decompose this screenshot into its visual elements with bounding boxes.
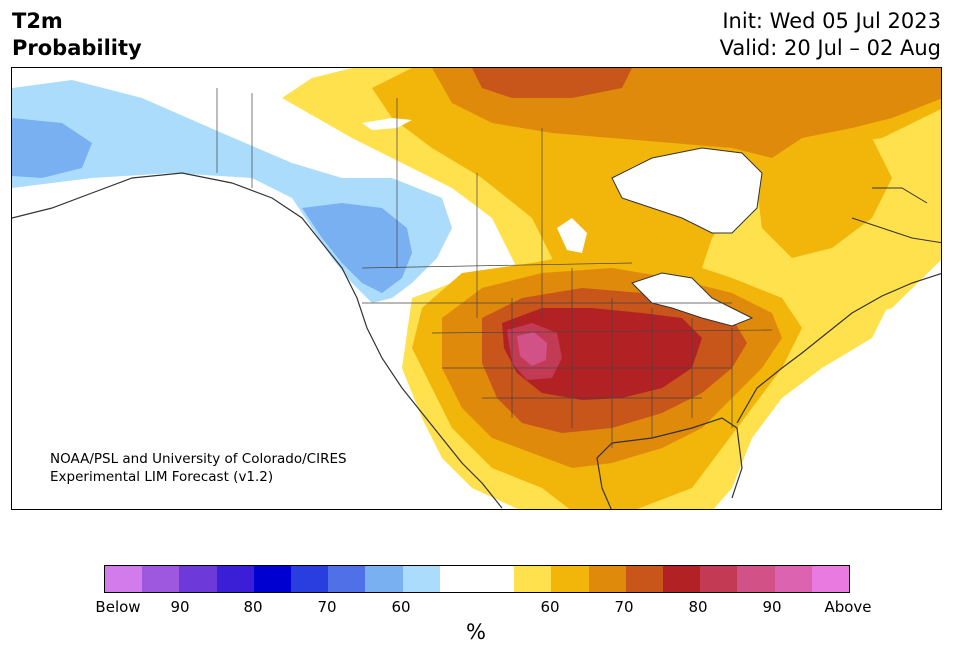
colorbar-tick-label: 90 xyxy=(170,598,190,616)
cold-70-region-2 xyxy=(302,203,412,293)
forecast-map: NOAA/PSL and University of Colorado/CIRE… xyxy=(11,67,942,510)
warm-95-spot xyxy=(517,332,547,366)
probability-colorbar xyxy=(104,565,850,593)
colorbar-segment xyxy=(105,566,143,592)
colorbar-segment xyxy=(179,566,217,592)
colorbar-segment xyxy=(551,566,589,592)
colorbar-segment xyxy=(737,566,775,592)
admin-borders xyxy=(216,88,773,448)
colorbar-segment xyxy=(365,566,403,592)
credit-text: NOAA/PSL and University of Colorado/CIRE… xyxy=(50,450,347,486)
colorbar-segment xyxy=(774,566,812,592)
colorbar-tick-label: Above xyxy=(824,598,872,616)
colorbar-tick-label: 70 xyxy=(614,598,634,616)
init-date: Init: Wed 05 Jul 2023 xyxy=(722,9,941,33)
forecast-dates: Init: Wed 05 Jul 2023 Valid: 20 Jul – 02… xyxy=(720,8,941,62)
cold-70-region xyxy=(12,118,92,178)
colorbar-segment xyxy=(142,566,180,592)
colorbar-tick-label: 60 xyxy=(391,598,411,616)
colorbar-tick-label: 80 xyxy=(243,598,263,616)
colorbar-segment xyxy=(700,566,738,592)
colorbar-segment xyxy=(811,566,850,592)
probability-map-svg xyxy=(12,68,941,509)
great-lakes xyxy=(631,272,754,327)
lake-patch-2 xyxy=(557,218,587,253)
colorbar-segment xyxy=(588,566,626,592)
title-line-1: T2m xyxy=(12,9,63,33)
credit-line-1: NOAA/PSL and University of Colorado/CIRE… xyxy=(50,451,347,467)
colorbar-tick-label: 80 xyxy=(688,598,708,616)
colorbar-segment xyxy=(477,566,515,592)
lake-snow-patch xyxy=(362,118,412,130)
colorbar-segment xyxy=(402,566,440,592)
warm-60-east xyxy=(752,128,892,258)
title-line-2: Probability xyxy=(12,36,142,60)
colorbar-tick-label: 70 xyxy=(317,598,337,616)
colorbar-tick-label: Below xyxy=(95,598,141,616)
coastline-east xyxy=(851,187,941,244)
colorbar-segment xyxy=(514,566,552,592)
map-title: T2m Probability xyxy=(12,8,142,62)
valid-period: Valid: 20 Jul – 02 Aug xyxy=(719,36,941,60)
colorbar-tick-label: 60 xyxy=(540,598,560,616)
coastline xyxy=(12,172,941,509)
hudson-bay xyxy=(611,147,763,234)
warm-80-north xyxy=(472,68,632,98)
colorbar-segment xyxy=(253,566,292,592)
colorbar-tick-label: 90 xyxy=(762,598,782,616)
colorbar-segment xyxy=(625,566,664,592)
credit-line-2: Experimental LIM Forecast (v1.2) xyxy=(50,469,274,485)
colorbar-segment xyxy=(439,566,478,592)
colorbar-tick-labels: Below 90 80 70 60 60 70 80 90 Above xyxy=(0,598,953,620)
colorbar-segment xyxy=(663,566,701,592)
colorbar-segment xyxy=(216,566,254,592)
colorbar-segment xyxy=(328,566,366,592)
colorbar-unit-label: % xyxy=(466,620,486,644)
colorbar-segment xyxy=(291,566,329,592)
